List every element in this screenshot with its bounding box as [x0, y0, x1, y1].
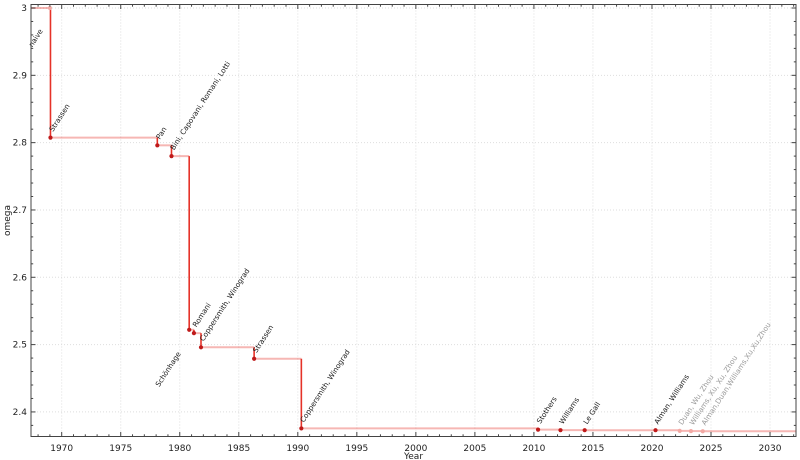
data-point — [169, 154, 174, 159]
y-tick-label: 2.5 — [13, 341, 27, 351]
x-tick-label: 2005 — [463, 444, 486, 454]
y-tick-label: 2.9 — [13, 71, 28, 81]
x-tick-label: 1990 — [286, 444, 309, 454]
x-tick-label: 2000 — [404, 444, 427, 454]
x-tick-label: 2015 — [581, 444, 604, 454]
y-tick-label: 2.4 — [13, 408, 28, 418]
y-tick-label: 3 — [21, 4, 27, 14]
data-point-label: Coppersmith, Winograd — [298, 348, 352, 424]
data-point-label: Strassen — [251, 323, 276, 354]
data-point — [191, 331, 197, 336]
data-point — [677, 428, 682, 433]
data-point — [653, 428, 658, 433]
data-point — [155, 143, 160, 148]
data-point — [535, 427, 541, 432]
data-point — [48, 135, 53, 140]
data-point-label: Le Gall — [581, 400, 602, 426]
data-point-label: Alman,Duan,Williams,Xu,Xu,Zhou — [699, 321, 772, 427]
y-tick-label: 2.6 — [13, 273, 28, 283]
y-axis-title: omega — [3, 205, 13, 236]
data-point — [299, 426, 304, 431]
data-point — [47, 5, 52, 11]
x-tick-label: 1975 — [109, 444, 132, 454]
data-point-label: naive — [27, 27, 46, 49]
x-tick-label: 1970 — [50, 444, 73, 454]
x-tick-label: 2025 — [700, 444, 723, 454]
data-point-label: Stothers — [535, 395, 559, 426]
x-tick-label: 2030 — [759, 444, 782, 454]
data-point-label: Williams — [557, 395, 581, 425]
data-point — [198, 345, 204, 350]
x-axis-title: Year — [403, 452, 423, 460]
x-tick-label: 2010 — [522, 444, 545, 454]
plot-border — [30, 4, 797, 437]
x-tick-label: 2020 — [641, 444, 664, 454]
y-tick-label: 2.8 — [13, 139, 28, 149]
data-point — [558, 428, 563, 433]
data-point-label: Bini, Capovani, Romani, Lotti — [168, 60, 232, 152]
y-tick-label: 2.7 — [13, 206, 27, 216]
data-point — [700, 429, 705, 434]
data-point — [688, 428, 694, 434]
x-tick-label: 1980 — [168, 444, 191, 454]
data-point — [187, 327, 192, 332]
x-tick-label: 1995 — [345, 444, 368, 454]
data-point-label: Schönhage — [153, 349, 183, 388]
data-point-label: Pan — [154, 125, 169, 141]
data-point — [582, 428, 587, 433]
data-point — [252, 356, 257, 361]
x-tick-label: 1985 — [227, 444, 250, 454]
